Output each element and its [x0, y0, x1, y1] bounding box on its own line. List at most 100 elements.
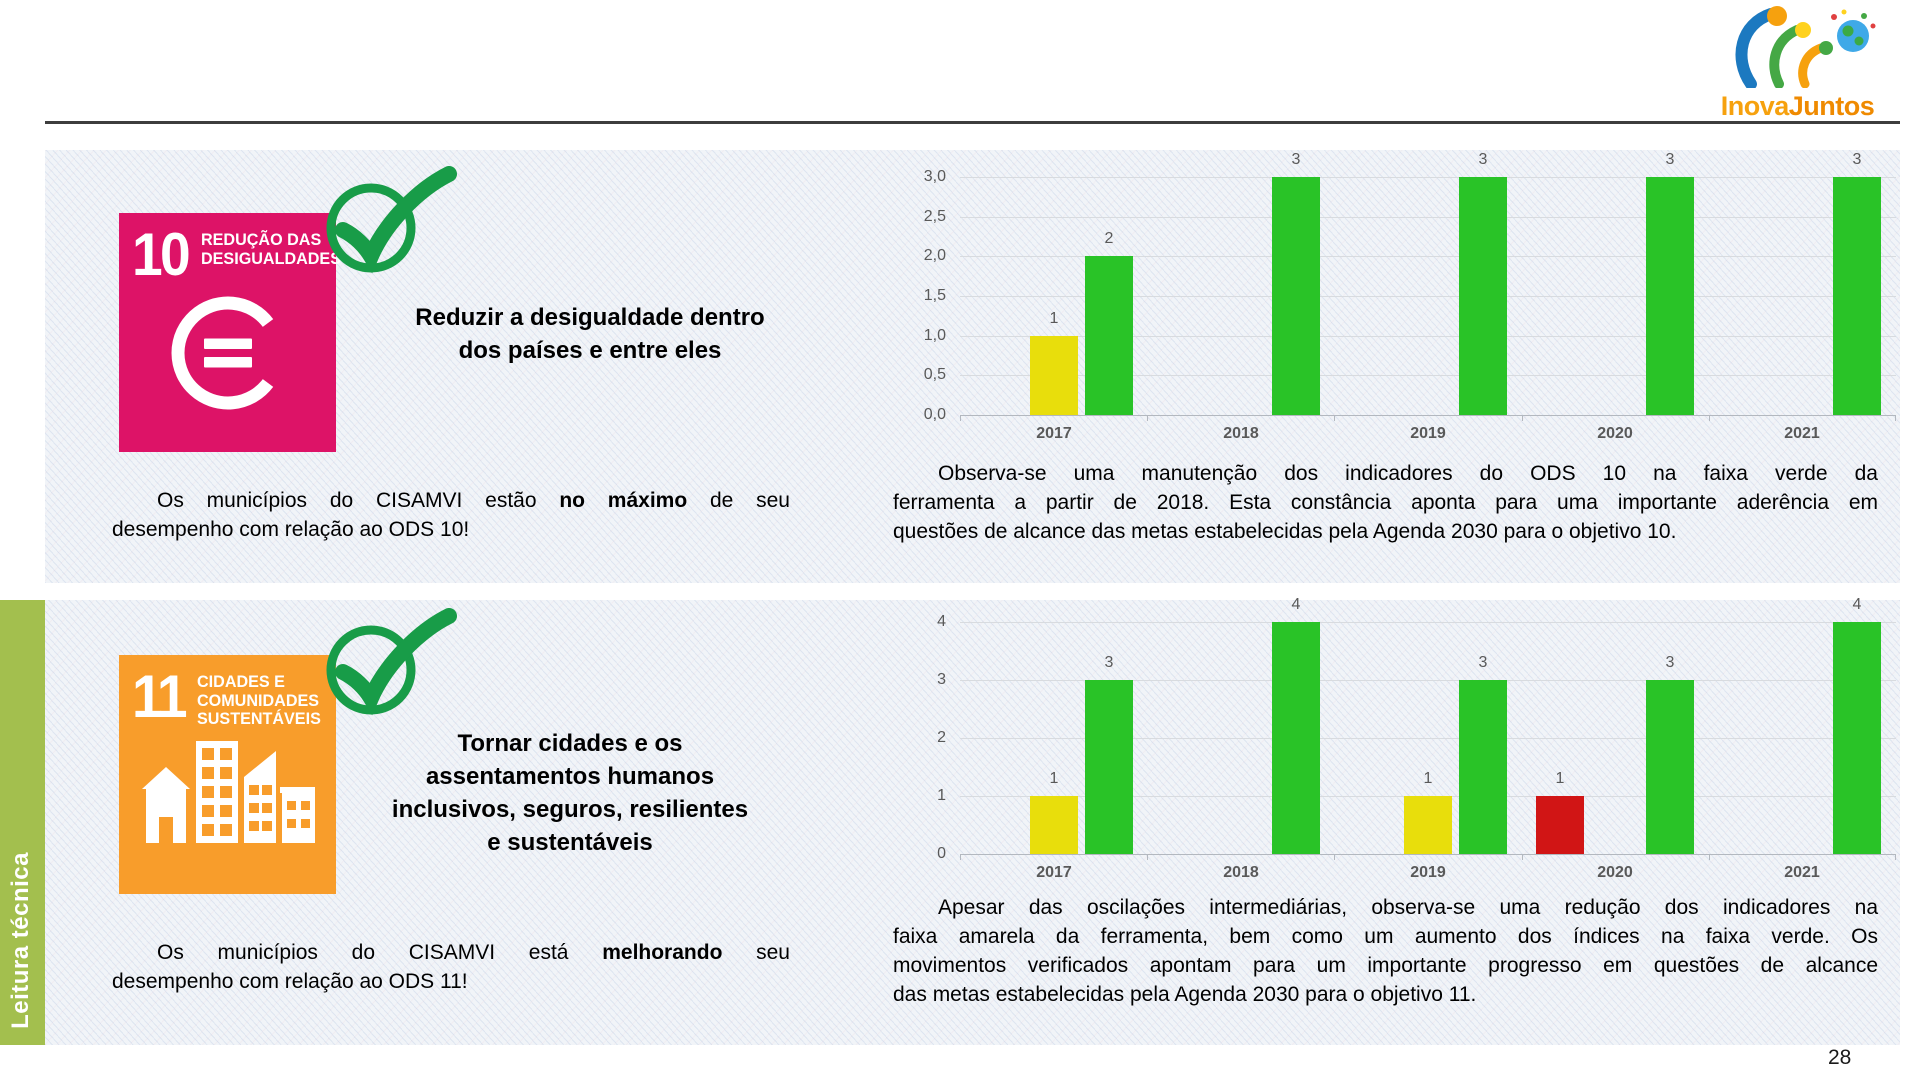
bar-verde-2020: [1646, 177, 1694, 415]
bar-value-label: 1: [1555, 770, 1565, 787]
ods10-icon-header: 10 REDUÇÃO DAS DESIGUALDADES: [132, 221, 341, 288]
text-line: assentamentos humanos: [425, 763, 715, 790]
bar-amarelo-2017: [1030, 796, 1078, 854]
text-line: desempenho com relação ao ODS 11!: [112, 970, 468, 993]
bar-verde-2020: [1646, 680, 1694, 854]
logo-wordmark: InovaJuntos: [1720, 91, 1875, 121]
text-line: das metas estabelecidas pela Agenda 2030…: [893, 983, 1477, 1006]
text-line: inclusivos, seguros, resilientes: [391, 796, 749, 823]
sidebar-leitura-tecnica: Leitura técnica: [0, 600, 45, 1045]
ods10-status-text: Os municípios do CISAMVI estão no máximo…: [112, 486, 790, 544]
gridline: [960, 296, 1896, 297]
text-line: questões de alcance das metas estabeleci…: [893, 520, 1677, 543]
x-axis-tick: [1147, 854, 1148, 860]
text-line: Os municípios do CISAMVI estão no máximo…: [157, 489, 790, 512]
gridline: [960, 680, 1896, 681]
bar-value-label: 3: [1852, 151, 1862, 168]
inovajuntos-logo: InovaJuntos: [1705, 6, 1890, 122]
x-axis-tick: [1334, 415, 1335, 421]
ods10-title: REDUÇÃO DAS DESIGUALDADES: [200, 230, 341, 282]
y-axis-tick-label: 0: [937, 845, 946, 862]
check-icon: [325, 166, 465, 289]
gridline: [960, 738, 1896, 739]
buildings-icon: [132, 731, 323, 851]
equality-icon: [132, 290, 323, 420]
bar-verde-2018: [1272, 177, 1320, 415]
ods10-number: 10: [132, 221, 191, 288]
x-axis-year-label: 2017: [1036, 864, 1072, 881]
ods11-title-line: CIDADES E: [197, 672, 286, 691]
y-axis-tick-label: 2: [937, 729, 946, 746]
ods11-icon-header: 11 CIDADES E COMUNIDADES SUSTENTÁVEIS: [132, 663, 323, 730]
y-axis-tick-label: 1,5: [923, 287, 946, 304]
gridline: [960, 622, 1896, 623]
ods11-heading: Tornar cidades e os assentamentos humanos…: [385, 727, 755, 859]
y-axis-tick-label: 2,5: [923, 208, 946, 225]
text-line: faixa amarela da ferramenta, bem como um…: [893, 925, 1878, 948]
ods11-icon: 11 CIDADES E COMUNIDADES SUSTENTÁVEIS: [119, 655, 336, 894]
y-axis-tick-label: 0,5: [923, 366, 946, 383]
bar-value-label: 3: [1478, 654, 1488, 671]
x-axis-year-label: 2018: [1223, 864, 1259, 881]
section-band-ods10: [45, 150, 1900, 583]
x-axis-tick: [1147, 415, 1148, 421]
text-line: Tornar cidades e os: [457, 730, 683, 757]
x-axis-year-label: 2017: [1036, 425, 1072, 442]
text-line: desempenho com relação ao ODS 10!: [112, 518, 470, 541]
bar-value-label: 2: [1104, 230, 1114, 247]
y-axis-tick-label: 3,0: [923, 168, 946, 185]
bar-value-label: 3: [1665, 654, 1675, 671]
bar-verde-2017: [1085, 680, 1133, 854]
y-axis-tick-label: 2,0: [923, 247, 946, 264]
ods11-status-text: Os municípios do CISAMVI está melhorando…: [112, 938, 790, 996]
sidebar-label: Leitura técnica: [7, 852, 34, 1029]
bar-verde-2019: [1459, 177, 1507, 415]
ods11-title-line: SUSTENTÁVEIS: [197, 709, 322, 728]
logo-people-icon: [1735, 6, 1875, 90]
ods11-title: CIDADES E COMUNIDADES SUSTENTÁVEIS: [197, 672, 322, 729]
x-axis-year-label: 2021: [1784, 425, 1820, 442]
gridline: [960, 217, 1896, 218]
bar-value-label: 3: [1291, 151, 1301, 168]
ods10-heading: Reduzir a desigualdade dentro dos países …: [400, 301, 780, 367]
bar-verde-2017: [1085, 256, 1133, 415]
x-axis-year-label: 2020: [1597, 864, 1633, 881]
bar-value-label: 1: [1049, 310, 1059, 327]
bar-verde-2019: [1459, 680, 1507, 854]
x-axis-tick: [1895, 415, 1896, 421]
gridline: [960, 854, 1896, 855]
x-axis-tick: [1522, 415, 1523, 421]
ods11-number: 11: [132, 663, 188, 730]
top-divider-line: [45, 121, 1900, 124]
ods11-analysis-text: Apesar das oscilações intermediárias, ob…: [893, 893, 1878, 1009]
bar-verde-2018: [1272, 622, 1320, 854]
bar-value-label: 3: [1104, 654, 1114, 671]
bar-value-label: 3: [1478, 151, 1488, 168]
x-axis-tick: [960, 854, 961, 860]
ods10-analysis-text: Observa-se uma manutenção dos indicadore…: [893, 459, 1878, 546]
x-axis-year-label: 2019: [1410, 864, 1446, 881]
check-icon: [325, 608, 465, 731]
x-axis-year-label: 2018: [1223, 425, 1259, 442]
x-axis-year-label: 2021: [1784, 864, 1820, 881]
text-line: ferramenta a partir de 2018. Esta constâ…: [893, 491, 1878, 514]
text-line: Os municípios do CISAMVI está melhorando…: [157, 941, 790, 964]
x-axis-tick: [1709, 854, 1710, 860]
x-axis-year-label: 2019: [1410, 425, 1446, 442]
y-axis-tick-label: 1: [937, 787, 946, 804]
bar-amarelo-2019: [1404, 796, 1452, 854]
gridline: [960, 375, 1896, 376]
text-line: e sustentáveis: [487, 829, 653, 856]
text-line: movimentos verificados apontam para um i…: [893, 954, 1878, 977]
gridline: [960, 177, 1896, 178]
text-line: Reduzir a desigualdade dentro: [415, 304, 765, 331]
ods10-title-line: REDUÇÃO DAS: [200, 230, 321, 249]
y-axis-tick-label: 3: [937, 671, 946, 688]
x-axis-tick: [1895, 854, 1896, 860]
text-line: Observa-se uma manutenção dos indicadore…: [938, 462, 1878, 485]
gridline: [960, 336, 1896, 337]
x-axis-year-label: 2020: [1597, 425, 1633, 442]
x-axis-tick: [960, 415, 961, 421]
x-axis-tick: [1522, 854, 1523, 860]
gridline: [960, 415, 1896, 416]
